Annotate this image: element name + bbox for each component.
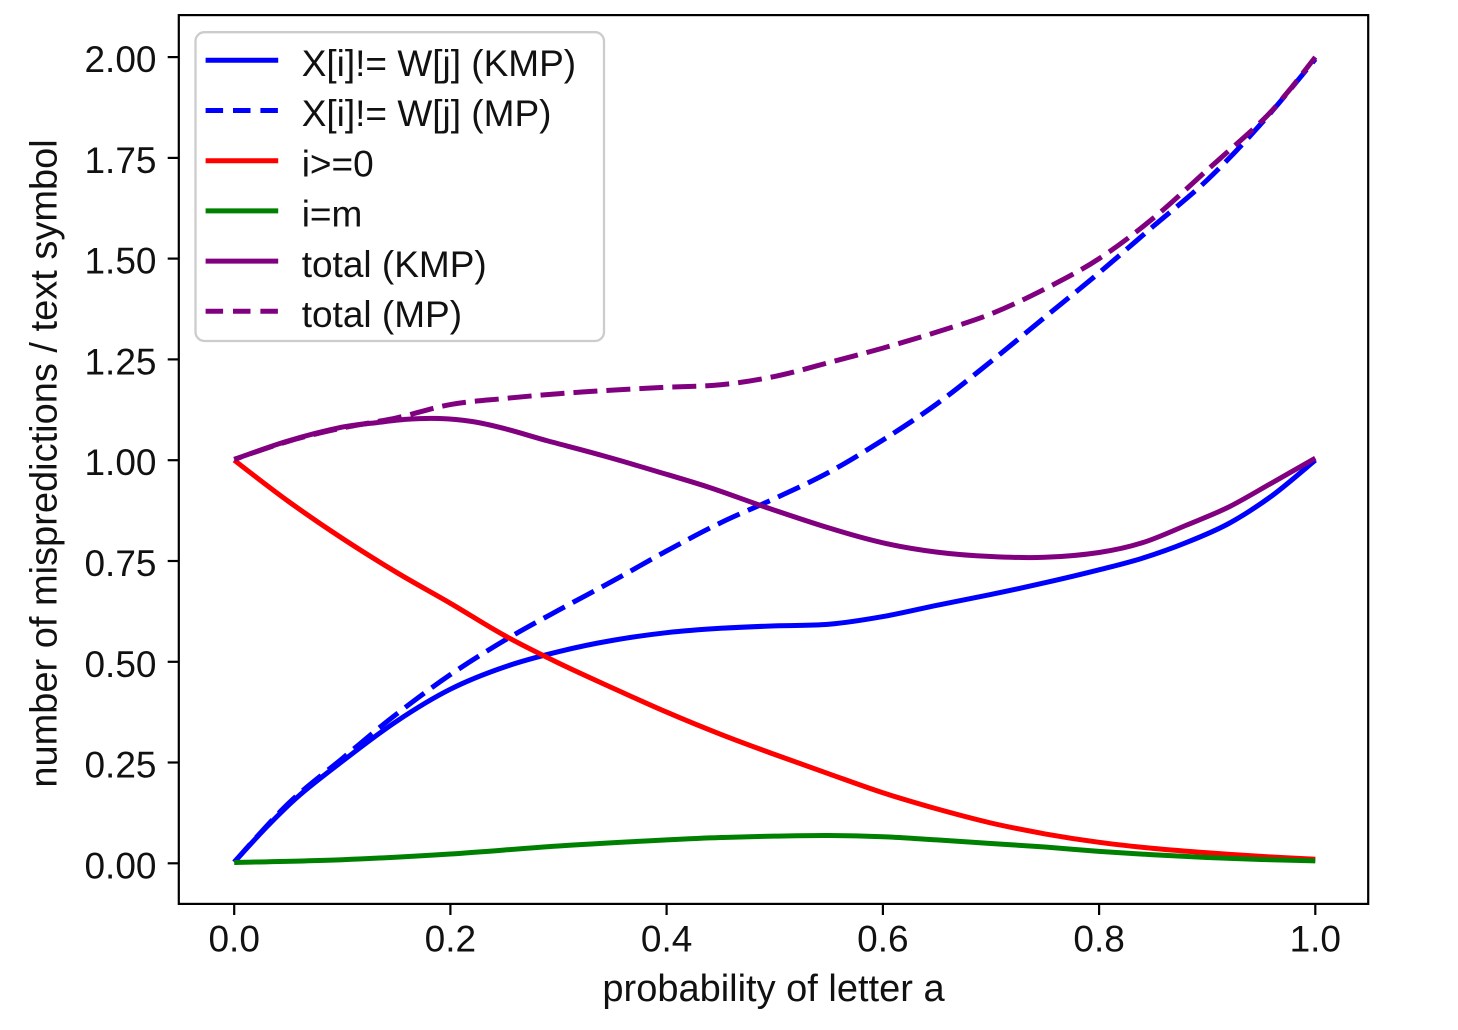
- svg-text:0.2: 0.2: [425, 919, 476, 960]
- svg-text:number of mispredictions / tex: number of mispredictions / text symbol: [24, 139, 66, 787]
- svg-text:0.50: 0.50: [84, 644, 156, 685]
- svg-text:0.4: 0.4: [641, 919, 692, 960]
- svg-text:0.6: 0.6: [857, 919, 908, 960]
- svg-text:0.0: 0.0: [208, 919, 259, 960]
- svg-text:1.25: 1.25: [84, 341, 156, 382]
- svg-text:0.00: 0.00: [84, 845, 156, 886]
- svg-text:0.75: 0.75: [84, 543, 156, 584]
- svg-text:1.75: 1.75: [84, 140, 156, 181]
- svg-text:total (KMP): total (KMP): [302, 244, 487, 285]
- svg-text:1.50: 1.50: [84, 241, 156, 282]
- svg-text:1.0: 1.0: [1290, 919, 1341, 960]
- svg-text:2.00: 2.00: [84, 39, 156, 80]
- svg-text:i=m: i=m: [302, 194, 363, 235]
- svg-text:total (MP): total (MP): [302, 294, 462, 335]
- svg-text:probability of letter a: probability of letter a: [602, 968, 945, 1010]
- svg-text:i>=0: i>=0: [302, 143, 374, 184]
- svg-text:0.8: 0.8: [1073, 919, 1124, 960]
- svg-text:1.00: 1.00: [84, 442, 156, 483]
- svg-text:X[i]!= W[j] (KMP): X[i]!= W[j] (KMP): [302, 43, 576, 84]
- svg-text:X[i]!= W[j] (MP): X[i]!= W[j] (MP): [302, 93, 552, 134]
- svg-text:0.25: 0.25: [84, 745, 156, 786]
